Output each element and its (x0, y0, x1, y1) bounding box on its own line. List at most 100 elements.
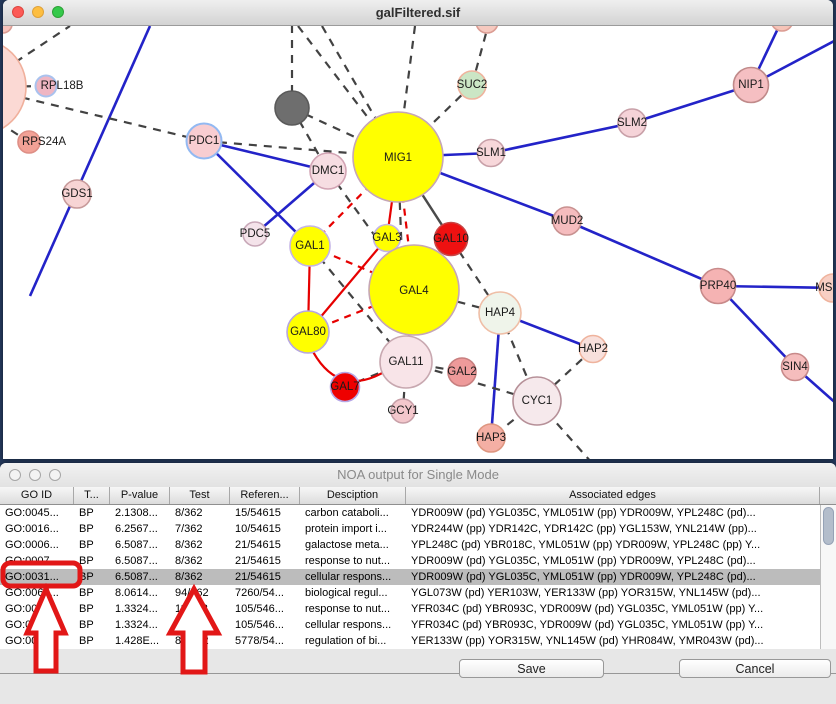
network-edge[interactable] (28, 26, 152, 297)
table-cell: BP (79, 603, 94, 615)
network-node-GAL4[interactable] (368, 244, 460, 336)
column-header[interactable]: Referen... (230, 487, 300, 504)
table-cell: 6.5087... (115, 571, 158, 583)
table-cell: cellular respons... (305, 619, 392, 631)
table-row[interactable]: GO:0031... BP 1.3324... 11/362 105/546... res… (0, 601, 820, 617)
network-edge[interactable] (717, 284, 833, 290)
network-node-big-left[interactable] (3, 39, 27, 135)
table-cell: galactose meta... (305, 539, 389, 551)
network-node-GCY1[interactable] (390, 398, 416, 424)
network-edge[interactable] (203, 140, 311, 247)
node-label-CYC1: CYC1 (522, 395, 553, 407)
table-cell: 6.5087... (115, 539, 158, 551)
network-edge[interactable] (203, 139, 399, 159)
table-row[interactable]: GO:0065... BP 8.0614... 94/362 7260/54... bio… (0, 585, 820, 601)
table-row[interactable]: GO:0031... BP 6.5087... 8/362 21/54615 cellul… (0, 569, 820, 585)
network-canvas[interactable]: RPL18B RPS24A GDS1 PDC1 DMC1 MIG1 SUC2 SLM1 SLM2… (3, 26, 833, 459)
network-node-SLM2[interactable] (617, 108, 647, 138)
table-cell: GO:0065... (5, 587, 59, 599)
table-scrollbar[interactable] (820, 505, 836, 649)
column-header[interactable]: Test (170, 487, 230, 504)
network-edge[interactable] (566, 219, 719, 288)
network-node-HAP2[interactable] (578, 334, 608, 364)
table-cell: BP (79, 571, 94, 583)
network-node-SIN4[interactable] (780, 352, 810, 382)
network-node-GAL1[interactable] (289, 225, 331, 267)
cancel-button[interactable]: Cancel (679, 659, 831, 678)
table-cell: 8/362 (175, 507, 203, 519)
network-edge[interactable] (490, 121, 633, 155)
network-node-DMC1[interactable] (309, 152, 347, 190)
network-node-HAP4[interactable] (478, 291, 522, 335)
network-node-MIG1[interactable] (352, 111, 444, 203)
network-node-MSN[interactable] (818, 273, 833, 303)
network-node-RPS24A[interactable] (17, 130, 41, 154)
column-header[interactable]: Associated edges (406, 487, 820, 504)
network-node-NIP1[interactable] (732, 66, 770, 104)
network-edge[interactable] (397, 84, 473, 158)
close-button[interactable] (12, 6, 24, 18)
network-node-PDC1[interactable] (185, 122, 223, 160)
column-header[interactable]: P-value (110, 487, 170, 504)
network-node-GAL7[interactable] (329, 371, 361, 403)
network-edge[interactable] (344, 360, 407, 389)
table-row[interactable]: GO:0016... BP 6.2567... 7/362 10/54615 protei… (0, 521, 820, 537)
network-node-cut-top-left[interactable] (3, 26, 13, 34)
node-label-MIG1: MIG1 (384, 152, 412, 164)
table-cell: BP (79, 539, 94, 551)
table-cell: 94/362 (175, 587, 209, 599)
network-edge[interactable] (470, 26, 490, 86)
save-button[interactable]: Save (459, 659, 604, 678)
node-label-NIP1: NIP1 (738, 79, 764, 91)
network-node-SLM1[interactable] (476, 138, 506, 168)
table-cell: YFR034C (pd) YBR093C, YDR009W (pd) YGL03… (411, 619, 764, 631)
network-edge[interactable] (203, 139, 329, 173)
network-node-SUC2[interactable] (457, 70, 487, 100)
network-edge[interactable] (717, 285, 796, 368)
network-node-RPL18B[interactable] (34, 74, 58, 98)
network-node-GAL10[interactable] (433, 221, 469, 257)
column-header[interactable]: GO ID (0, 487, 74, 504)
network-node-HAP3[interactable] (476, 423, 506, 453)
table-cell: 21/54615 (235, 539, 281, 551)
zoom-button[interactable] (49, 469, 61, 481)
table-row[interactable]: GO:0050... BP 1.428E... 80/362 5778/54... reg… (0, 633, 820, 649)
network-node-GAL2[interactable] (447, 357, 477, 387)
network-node-GAL3[interactable] (372, 223, 402, 253)
network-edge[interactable] (631, 83, 752, 125)
network-edge[interactable] (396, 156, 416, 291)
network-window-titlebar[interactable]: galFiltered.sif (3, 0, 833, 26)
table-cell: 6.2567... (115, 523, 158, 535)
minimize-button[interactable] (32, 6, 44, 18)
table-row[interactable]: GO:0006... BP 6.5087... 8/362 21/54615 galact… (0, 537, 820, 553)
network-node-cut-top-mid[interactable] (475, 26, 499, 34)
table-cell: GO:0016... (5, 523, 59, 535)
network-node-GAL80[interactable] (286, 310, 330, 354)
table-cell: carbon cataboli... (305, 507, 389, 519)
network-edge[interactable] (3, 26, 71, 87)
noa-window-titlebar[interactable]: NOA output for Single Mode (0, 463, 836, 488)
table-cell: 2.1308... (115, 507, 158, 519)
network-node-PRP40[interactable] (699, 267, 737, 305)
table-row[interactable]: GO:0007... BP 6.5087... 8/362 21/54615 respon… (0, 553, 820, 569)
scrollbar-thumb[interactable] (823, 507, 834, 545)
network-node-dark-node[interactable] (274, 90, 310, 126)
table-cell: 80/362 (175, 635, 209, 647)
network-node-GDS1[interactable] (62, 179, 92, 209)
network-node-CYC1[interactable] (512, 376, 562, 426)
network-edge[interactable] (309, 156, 399, 247)
table-row[interactable]: GO:0031... BP 1.3324... 11/362 105/546... cel… (0, 617, 820, 633)
network-node-PDC5[interactable] (242, 221, 268, 247)
close-button[interactable] (9, 469, 21, 481)
network-node-cut-top-right[interactable] (771, 26, 793, 32)
node-label-MUD2: MUD2 (551, 215, 584, 227)
node-label-SIN4: SIN4 (782, 361, 808, 373)
results-table: GO ID T... P-value Test Referen... Desciption… (0, 487, 836, 674)
minimize-button[interactable] (29, 469, 41, 481)
network-node-GAL11[interactable] (379, 335, 433, 389)
network-node-MUD2[interactable] (552, 206, 582, 236)
table-row[interactable]: GO:0045... BP 2.1308... 8/362 15/54615 carbon… (0, 505, 820, 521)
column-header[interactable]: Desciption (300, 487, 406, 504)
column-header[interactable]: T... (74, 487, 110, 504)
zoom-button[interactable] (52, 6, 64, 18)
